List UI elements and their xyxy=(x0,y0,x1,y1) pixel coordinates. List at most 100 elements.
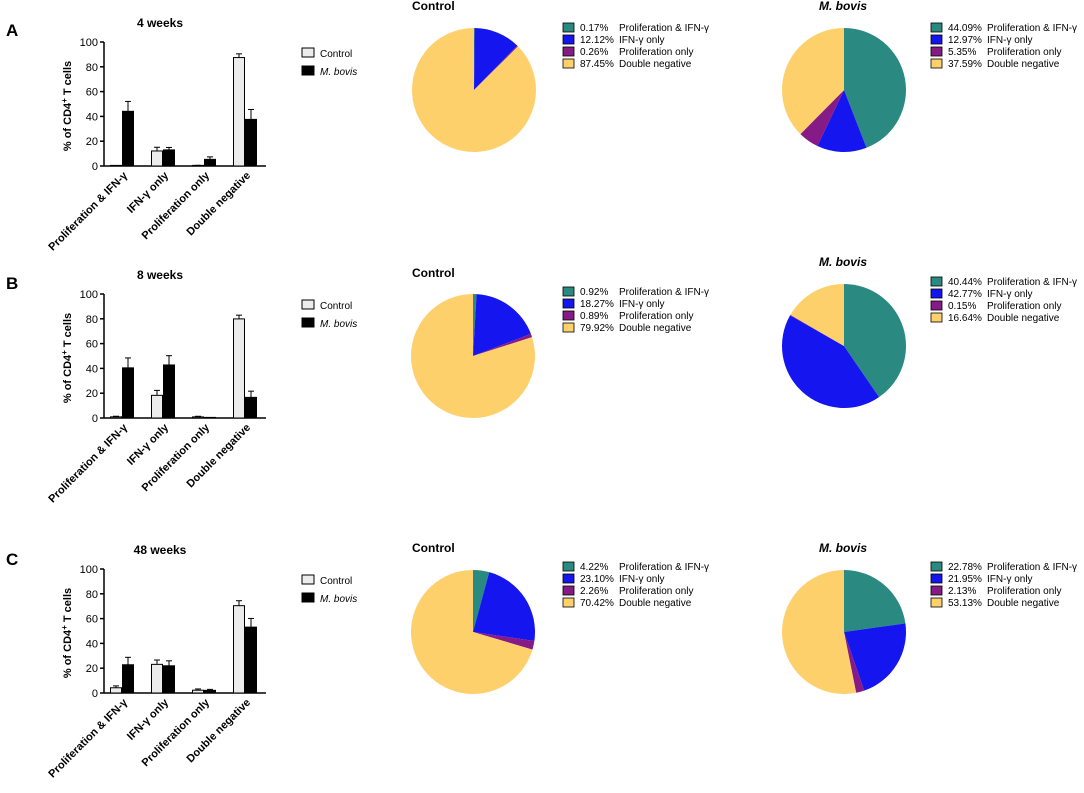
pie-legend-value: 53.13% xyxy=(948,598,982,609)
pie-slice xyxy=(844,284,906,398)
legend-label-mbovis: M. bovis xyxy=(320,319,357,330)
pie-legend-value: 12.12% xyxy=(580,35,614,46)
pie-legend-value: 37.59% xyxy=(948,59,982,70)
bar-control xyxy=(192,689,204,694)
legend-swatch-mbovis xyxy=(301,592,315,603)
pie-legend-label: IFN-γ only xyxy=(987,35,1033,46)
pie-slice xyxy=(411,294,535,418)
pie-chart-title: M. bovis xyxy=(819,541,867,555)
y-axis-label-sup: + xyxy=(60,350,69,355)
pie-legend-label: Proliferation & IFN-γ xyxy=(619,23,709,34)
pie-legend-swatch xyxy=(930,561,943,572)
pie-legend-label: Proliferation only xyxy=(987,301,1061,312)
pie-legend-value: 79.92% xyxy=(580,323,614,334)
bar-mbovis xyxy=(204,158,216,167)
y-axis-label-sup: + xyxy=(60,625,69,630)
pie-legend-label: Double negative xyxy=(987,598,1060,609)
pie-legend-value: 0.17% xyxy=(580,23,608,34)
panel-letter: B xyxy=(6,274,18,293)
y-axis-label-main: % of CD4 xyxy=(62,354,74,403)
bar-control xyxy=(233,605,245,694)
pie-chart-title: Control xyxy=(412,266,455,280)
pie-legend-swatch xyxy=(930,58,943,69)
pie-slice xyxy=(844,632,865,693)
pie-legend-label: Double negative xyxy=(619,598,692,609)
y-axis-label: % of CD4+ T cells xyxy=(60,588,75,678)
legend-swatch-control xyxy=(301,47,315,58)
pie-legend-label: Proliferation & IFN-γ xyxy=(619,287,709,298)
legend-label-mbovis: M. bovis xyxy=(320,594,357,605)
bar-control xyxy=(233,318,245,419)
y-tick-label: 0 xyxy=(92,688,98,700)
y-tick-label: 60 xyxy=(86,339,98,351)
pie-legend-value: 22.78% xyxy=(948,562,982,573)
y-axis-label: % of CD4+ T cells xyxy=(60,313,75,403)
pie-chart-title: Control xyxy=(412,0,455,13)
pie-legend-swatch xyxy=(930,585,943,596)
bar-chart-C: C 48 weeks 0 20 40 60 80 100 % of CD4+ T cells Pr… xyxy=(6,543,357,780)
bar-mbovis xyxy=(122,367,134,419)
pie-legend-value: 0.15% xyxy=(948,301,976,312)
pie-legend-label: Proliferation & IFN-γ xyxy=(987,277,1077,288)
pie-slice xyxy=(410,570,533,694)
pie-slice xyxy=(844,28,906,148)
pie-legend-value: 87.45% xyxy=(580,59,614,70)
pie-slice xyxy=(473,294,477,356)
pie-slice xyxy=(790,314,844,346)
pie-legend-swatch xyxy=(930,573,943,584)
pie-legend-value: 0.92% xyxy=(580,287,608,298)
y-tick-label: 20 xyxy=(86,136,98,148)
y-tick-label: 40 xyxy=(86,638,98,650)
pie-legend-label: Proliferation only xyxy=(987,586,1061,597)
legend-swatch-control xyxy=(301,574,315,585)
pie-chart-C-mbovis: M. bovis 22.78% Proliferation & IFN-γ 21.95… xyxy=(782,541,1077,694)
pie-legend-label: IFN-γ only xyxy=(987,289,1033,300)
pie-legend-label: Proliferation only xyxy=(619,586,693,597)
y-axis-label-tail: T cells xyxy=(62,313,74,350)
y-tick-label: 80 xyxy=(86,314,98,326)
x-category-label: Proliferation & IFN-γ xyxy=(46,696,130,780)
pie-legend-swatch xyxy=(930,276,943,287)
pie-slice xyxy=(782,315,880,408)
pie-slice xyxy=(473,294,531,356)
pie-legend-label: Proliferation only xyxy=(987,47,1061,58)
pie-legend-label: IFN-γ only xyxy=(619,35,665,46)
bar-mbovis xyxy=(245,396,257,419)
pie-legend-value: 44.09% xyxy=(948,23,982,34)
y-tick-label: 100 xyxy=(80,37,98,49)
pie-slice xyxy=(473,632,535,650)
y-tick-label: 40 xyxy=(86,363,98,375)
bar-chart-B: B 8 weeks 0 20 40 60 80 100 % of CD4+ T cells Pro… xyxy=(6,268,357,505)
bar-control xyxy=(151,150,163,167)
pie-legend-value: 2.13% xyxy=(948,586,976,597)
legend-label-control: Control xyxy=(320,301,352,312)
pie-legend-swatch xyxy=(930,46,943,57)
pie-legend-value: 40.44% xyxy=(948,277,982,288)
y-tick-label: 80 xyxy=(86,589,98,601)
pie-slice xyxy=(782,570,857,694)
bar-chart-title: 4 weeks xyxy=(137,16,183,30)
pie-chart-A-mbovis: M. bovis 44.09% Proliferation & IFN-γ 12.97… xyxy=(782,0,1077,152)
pie-legend-swatch xyxy=(562,561,575,572)
pie-chart-B-mbovis: M. bovis 40.44% Proliferation & IFN-γ 42.77… xyxy=(782,255,1077,408)
pie-legend-value: 70.42% xyxy=(580,598,614,609)
pie-slice xyxy=(790,284,844,346)
pie-slice xyxy=(474,28,475,90)
pie-slice xyxy=(844,623,906,691)
y-tick-label: 80 xyxy=(86,62,98,74)
pie-legend-value: 21.95% xyxy=(948,574,982,585)
pie-legend-swatch xyxy=(562,46,575,57)
pie-legend-label: Proliferation & IFN-γ xyxy=(987,562,1077,573)
bar-control xyxy=(110,416,122,419)
pie-chart-title: M. bovis xyxy=(819,255,867,269)
pie-legend-label: Double negative xyxy=(619,323,692,334)
pie-legend-swatch xyxy=(562,597,575,608)
y-axis-label: % of CD4+ T cells xyxy=(60,61,75,151)
pie-slice xyxy=(474,28,518,90)
bar-mbovis xyxy=(163,364,175,419)
pie-legend-swatch xyxy=(562,310,575,321)
pie-legend-value: 16.64% xyxy=(948,313,982,324)
bar-mbovis xyxy=(163,149,175,167)
pie-legend-value: 4.22% xyxy=(580,562,608,573)
bar-control xyxy=(110,687,122,694)
